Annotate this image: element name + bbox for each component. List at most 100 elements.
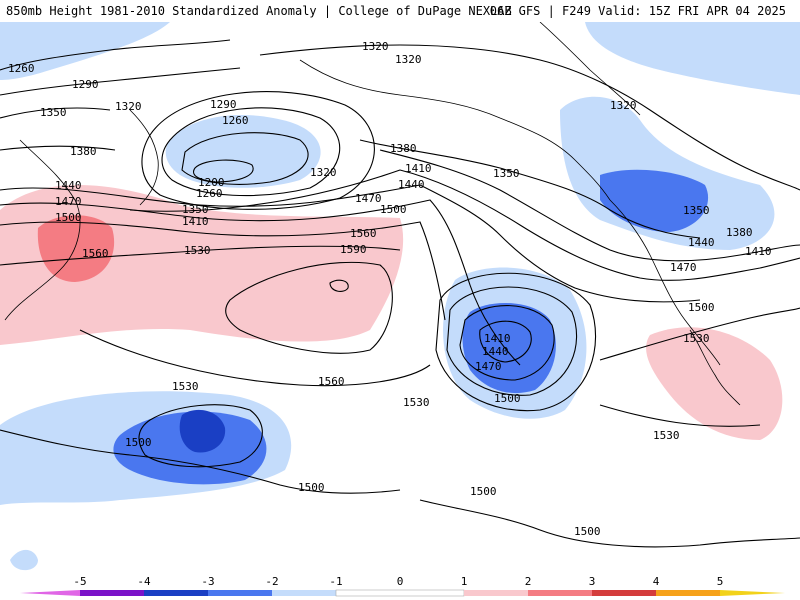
shade-neg1-bottomleft [10, 549, 38, 571]
contour-label: 1380 [70, 145, 97, 158]
contour-label: 1410 [745, 245, 772, 258]
contour-1350-arc [359, 139, 701, 239]
contour-label: 1440 [482, 345, 509, 358]
contour-label: 1410 [182, 215, 209, 228]
contour-label: 1560 [318, 375, 345, 388]
contour-1500-east [599, 307, 800, 361]
contour-label: 1410 [405, 162, 432, 175]
legend-tick: 1 [461, 575, 468, 588]
contour-label: 1470 [355, 192, 382, 205]
legend-tick: -4 [137, 575, 151, 588]
contour-1470-midlow [446, 286, 577, 396]
contour-1530-south [79, 329, 431, 387]
contour-label: 1500 [298, 481, 325, 494]
contour-1320-low [141, 91, 375, 210]
contour-labels: 1260 1290 1350 1320 1320 1320 1290 1260 … [8, 40, 772, 538]
contour-1470-arc [0, 199, 521, 366]
contour-1440-arc [0, 184, 701, 303]
legend-tick: -2 [265, 575, 278, 588]
shade-neg2-northeast [600, 169, 709, 232]
contour-label: 1440 [55, 179, 82, 192]
contour-label: 1500 [494, 392, 521, 405]
height-contours [0, 39, 800, 548]
contour-label: 1530 [172, 380, 199, 393]
legend-tick: 0 [397, 575, 404, 588]
legend-bar [20, 589, 785, 597]
legend-swatch-neg3 [144, 590, 208, 596]
contour-label: 1290 [72, 78, 99, 91]
contour-label: 1320 [362, 40, 389, 53]
contour-1380-west [0, 145, 116, 151]
legend-swatch-pos1 [464, 590, 528, 596]
contour-label: 1410 [484, 332, 511, 345]
coast-alaska [299, 59, 611, 201]
coast-kamchatka [129, 109, 159, 206]
legend-swatch-zero [335, 589, 465, 597]
legend-tick: -3 [201, 575, 214, 588]
contour-1530-east [599, 404, 761, 427]
legend-tick: 3 [589, 575, 596, 588]
anomaly-shading [0, 22, 800, 571]
coast-asia [4, 139, 81, 321]
legend-swatch-pos4 [656, 590, 720, 596]
contour-label: 1500 [574, 525, 601, 538]
contour-label: 1500 [125, 436, 152, 449]
contour-label: 1590 [340, 243, 367, 256]
contour-label: 1320 [115, 100, 142, 113]
legend-swatch-neg1 [272, 590, 336, 596]
anomaly-map: 1260 1290 1350 1320 1320 1320 1290 1260 … [0, 22, 800, 571]
contour-label: 1320 [610, 99, 637, 112]
contour-1290-low [161, 107, 341, 197]
contour-1590 [329, 279, 349, 292]
shade-neg1-topright [585, 22, 800, 95]
contour-label: 1350 [493, 167, 520, 180]
legend-ticks: -5 -4 -3 -2 -1 0 1 2 3 4 5 [73, 575, 723, 588]
contour-1320-north [259, 44, 800, 191]
contour-label: 1470 [55, 195, 82, 208]
legend-tick: 2 [525, 575, 532, 588]
contour-label: 1440 [688, 236, 715, 249]
legend-arrow-right [720, 590, 785, 596]
map-title: 850mb Height 1981-2010 Standardized Anom… [6, 4, 512, 18]
shade-neg3-southwest [179, 409, 226, 453]
contour-1290-nw [0, 67, 241, 96]
legend-tick: 5 [717, 575, 724, 588]
contour-label: 1380 [390, 142, 417, 155]
coast-west-us [609, 199, 721, 366]
contour-1500-sw-low [138, 404, 263, 468]
contour-label: 1500 [380, 203, 407, 216]
contour-label: 1200 [198, 176, 225, 189]
coast-canada [539, 22, 641, 116]
contour-label: 1350 [182, 203, 209, 216]
map-header: 850mb Height 1981-2010 Standardized Anom… [0, 0, 800, 22]
contour-1560-ring [225, 261, 393, 354]
contour-1200 [193, 159, 254, 183]
contour-label: 1350 [40, 106, 67, 119]
contour-label: 1530 [403, 396, 430, 409]
contour-1260-nw [0, 39, 231, 71]
coastlines [4, 22, 741, 406]
contour-label: 1560 [82, 247, 109, 260]
coast-baja [689, 329, 741, 406]
legend-swatch-neg4 [80, 590, 144, 596]
legend-tick: 4 [653, 575, 660, 588]
shade-pos2-west-ridge [37, 215, 115, 282]
contour-label: 1470 [475, 360, 502, 373]
legend-tick: -1 [329, 575, 342, 588]
contour-label: 1500 [55, 211, 82, 224]
shade-pos1-mexico [646, 327, 783, 440]
contour-label: 1500 [688, 301, 715, 314]
contour-1410-arc [129, 169, 800, 281]
contour-label: 1320 [310, 166, 337, 179]
legend-tick: -5 [73, 575, 86, 588]
contour-label: 1530 [683, 332, 710, 345]
contour-label: 1470 [670, 261, 697, 274]
contour-label: 1290 [210, 98, 237, 111]
contour-label: 1260 [196, 187, 223, 200]
contour-label: 1320 [395, 53, 422, 66]
contour-label: 1350 [683, 204, 710, 217]
contour-1440-midlow [459, 305, 555, 381]
contour-1410-midlow [479, 320, 532, 363]
color-legend: -5 -4 -3 -2 -1 0 1 2 3 4 5 [20, 575, 785, 597]
shade-neg1-alaska-low [165, 115, 321, 188]
